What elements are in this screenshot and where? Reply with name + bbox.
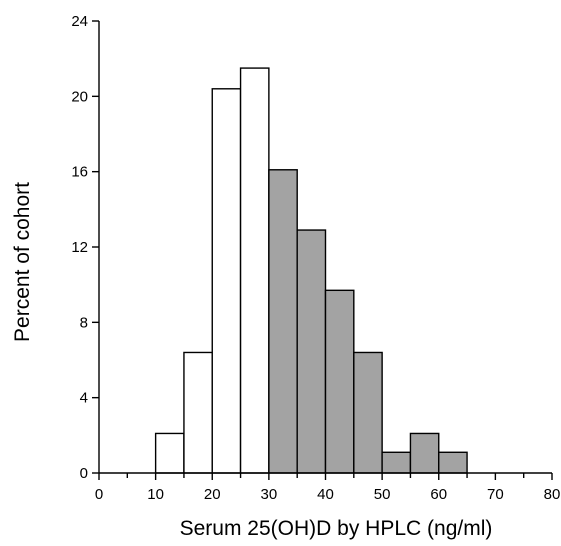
x-tick-label-80: 80 (544, 486, 561, 503)
axes-group (92, 20, 553, 480)
x-tick-label-10: 10 (147, 486, 164, 503)
y-tick-label-4: 4 (80, 390, 88, 407)
x-tick-label-0: 0 (95, 486, 103, 503)
y-tick-label-0: 0 (80, 465, 88, 482)
histogram-bar-60-65 (438, 451, 468, 474)
y-tick-label-20: 20 (71, 88, 88, 105)
histogram-bar-25-30 (239, 67, 270, 474)
y-tick-label-16: 16 (71, 164, 88, 181)
histogram-bar-40-45 (324, 289, 355, 474)
histogram-bar-10-15 (154, 432, 185, 474)
histogram-bar-50-55 (381, 451, 412, 474)
y-tick-label-24: 24 (71, 13, 88, 30)
histogram-bar-20-25 (211, 88, 242, 474)
x-tick-label-30: 30 (261, 486, 278, 503)
x-tick-label-60: 60 (430, 486, 447, 503)
x-tick-label-20: 20 (204, 486, 221, 503)
histogram-bar-15-20 (183, 351, 213, 474)
y-tick-label-8: 8 (80, 314, 88, 331)
histogram-bar-35-40 (296, 229, 327, 474)
histogram-bar-30-35 (268, 169, 298, 474)
histogram-bar-55-60 (409, 432, 440, 474)
tick-labels-group: 0 4 8 12 16 20 24 0 10 20 30 40 50 60 70 80 (71, 13, 560, 503)
x-tick-label-70: 70 (487, 486, 504, 503)
bars-group (154, 67, 468, 474)
y-tick-label-12: 12 (71, 239, 88, 256)
x-tick-label-50: 50 (374, 486, 391, 503)
x-axis-title: Serum 25(OH)D by HPLC (ng/ml) (180, 517, 493, 540)
x-tick-label-40: 40 (317, 486, 334, 503)
y-axis-title: Percent of cohort (11, 182, 34, 342)
histogram-bar-45-50 (353, 351, 383, 474)
